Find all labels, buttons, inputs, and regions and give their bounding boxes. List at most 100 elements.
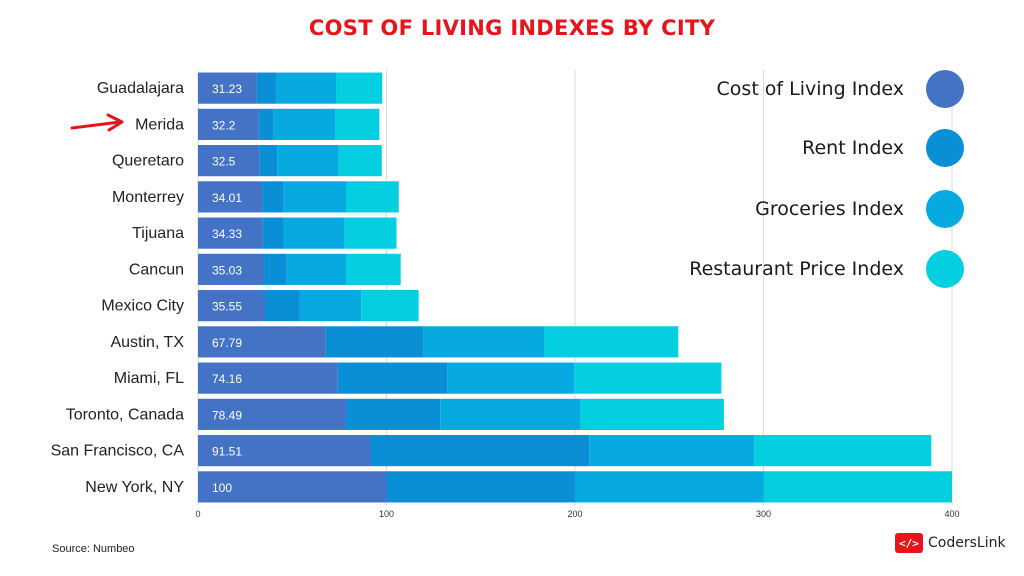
category-labels: Guadalajara Merida Queretaro Monterrey Tijua… <box>51 80 185 496</box>
bar-segment <box>198 145 260 177</box>
bar-segment <box>198 362 338 394</box>
x-tick-label: 400 <box>944 509 959 519</box>
bar-segment <box>198 398 346 430</box>
bar-segment <box>423 326 545 358</box>
data-label: 32.2 <box>212 118 236 132</box>
legend-swatch <box>926 70 964 108</box>
legend-item: Groceries Index <box>755 190 964 228</box>
grid-lines <box>197 70 953 505</box>
bar-segment <box>440 398 581 430</box>
bar-segment <box>370 435 590 467</box>
bar-segment <box>345 181 399 213</box>
bar-segment <box>361 290 419 322</box>
bar-segment <box>345 398 441 430</box>
bar-segment <box>276 72 337 104</box>
bar-segment <box>198 181 263 213</box>
category-label: Queretaro <box>112 153 184 170</box>
brand-logo: </> CodersLink <box>895 533 1006 553</box>
x-tick-label: 0 <box>195 509 200 519</box>
bar-segment <box>259 145 278 177</box>
legend-item: Restaurant Price Index <box>689 250 964 288</box>
bar-segment <box>198 435 371 467</box>
legend-label: Groceries Index <box>755 198 904 220</box>
data-label: 31.23 <box>212 82 242 96</box>
legend-swatch <box>926 250 964 288</box>
legend-swatch <box>926 129 964 167</box>
bar-segment <box>346 253 401 285</box>
bar-segment <box>198 217 263 249</box>
legend-label: Cost of Living Index <box>716 78 904 100</box>
bar-segment <box>198 108 259 140</box>
bar-segment <box>262 217 284 249</box>
data-label: 32.5 <box>212 155 236 169</box>
bar-segment <box>299 290 362 322</box>
bar-segment <box>575 471 764 503</box>
value-labels: 31.23 32.2 32.5 34.01 34.33 35.03 35.55 67.79 74… <box>212 82 242 495</box>
bar-group <box>198 72 952 503</box>
bar-segment <box>264 253 287 285</box>
bar-segment <box>580 398 724 430</box>
category-label: Austin, TX <box>110 334 184 351</box>
data-label: 100 <box>212 481 232 495</box>
bar-segment <box>335 108 380 140</box>
legend-label: Restaurant Price Index <box>689 258 904 280</box>
category-label: Miami, FL <box>114 370 184 387</box>
x-tick-label: 100 <box>379 509 394 519</box>
bar-segment <box>544 326 679 358</box>
data-label: 78.49 <box>212 408 242 422</box>
bar-segment <box>325 326 424 358</box>
bar-segment <box>198 326 326 358</box>
bar-segment <box>386 471 575 503</box>
chart-title: COST OF LIVING INDEXES BY CITY <box>308 16 716 40</box>
bar-segment <box>265 290 300 322</box>
category-label: Guadalajara <box>97 80 184 97</box>
data-label: 67.79 <box>212 336 242 350</box>
x-tick-label: 300 <box>756 509 771 519</box>
bar-segment <box>256 72 277 104</box>
category-label: Mexico City <box>101 298 184 315</box>
bar-segment <box>277 145 339 177</box>
data-label: 74.16 <box>212 372 242 386</box>
bar-segment <box>283 217 345 249</box>
bar-segment <box>344 217 397 249</box>
bar-segment <box>258 108 274 140</box>
category-label: Monterrey <box>112 189 184 206</box>
bar-segment <box>754 435 932 467</box>
source-note: Source: Numbeo <box>52 543 135 555</box>
bar-segment <box>273 108 336 140</box>
brand-name: CodersLink <box>928 535 1006 551</box>
data-label: 35.03 <box>212 263 242 277</box>
bar-segment <box>447 362 575 394</box>
bar-segment <box>198 72 257 104</box>
category-label: San Francisco, CA <box>51 443 185 460</box>
data-label: 34.33 <box>212 227 242 241</box>
bar-segment <box>198 253 265 285</box>
bar-segment <box>198 471 387 503</box>
category-label: Cancun <box>129 261 184 278</box>
bar-segment <box>338 145 382 177</box>
legend-swatch <box>926 190 964 228</box>
bar-segment <box>337 362 448 394</box>
category-label: Tijuana <box>132 225 184 242</box>
bar-segment <box>262 181 284 213</box>
bar-segment <box>283 181 346 213</box>
red-arrow-icon <box>70 113 124 132</box>
bar-segment <box>763 471 952 503</box>
bar-segment <box>286 253 347 285</box>
category-label: Merida <box>135 116 184 133</box>
x-axis-ticks: 0 100 200 300 400 <box>195 509 959 519</box>
data-label: 35.55 <box>212 300 242 314</box>
bar-segment <box>574 362 722 394</box>
data-label: 91.51 <box>212 445 242 459</box>
x-tick-label: 200 <box>567 509 582 519</box>
legend-label: Rent Index <box>802 137 904 159</box>
code-brackets-icon: </> <box>895 533 923 553</box>
category-label: New York, NY <box>85 479 184 496</box>
category-label: Toronto, Canada <box>66 406 184 423</box>
bar-segment <box>336 72 383 104</box>
legend-item: Rent Index <box>802 129 964 167</box>
legend-item: Cost of Living Index <box>717 70 964 108</box>
bar-segment <box>198 290 266 322</box>
data-label: 34.01 <box>212 191 242 205</box>
